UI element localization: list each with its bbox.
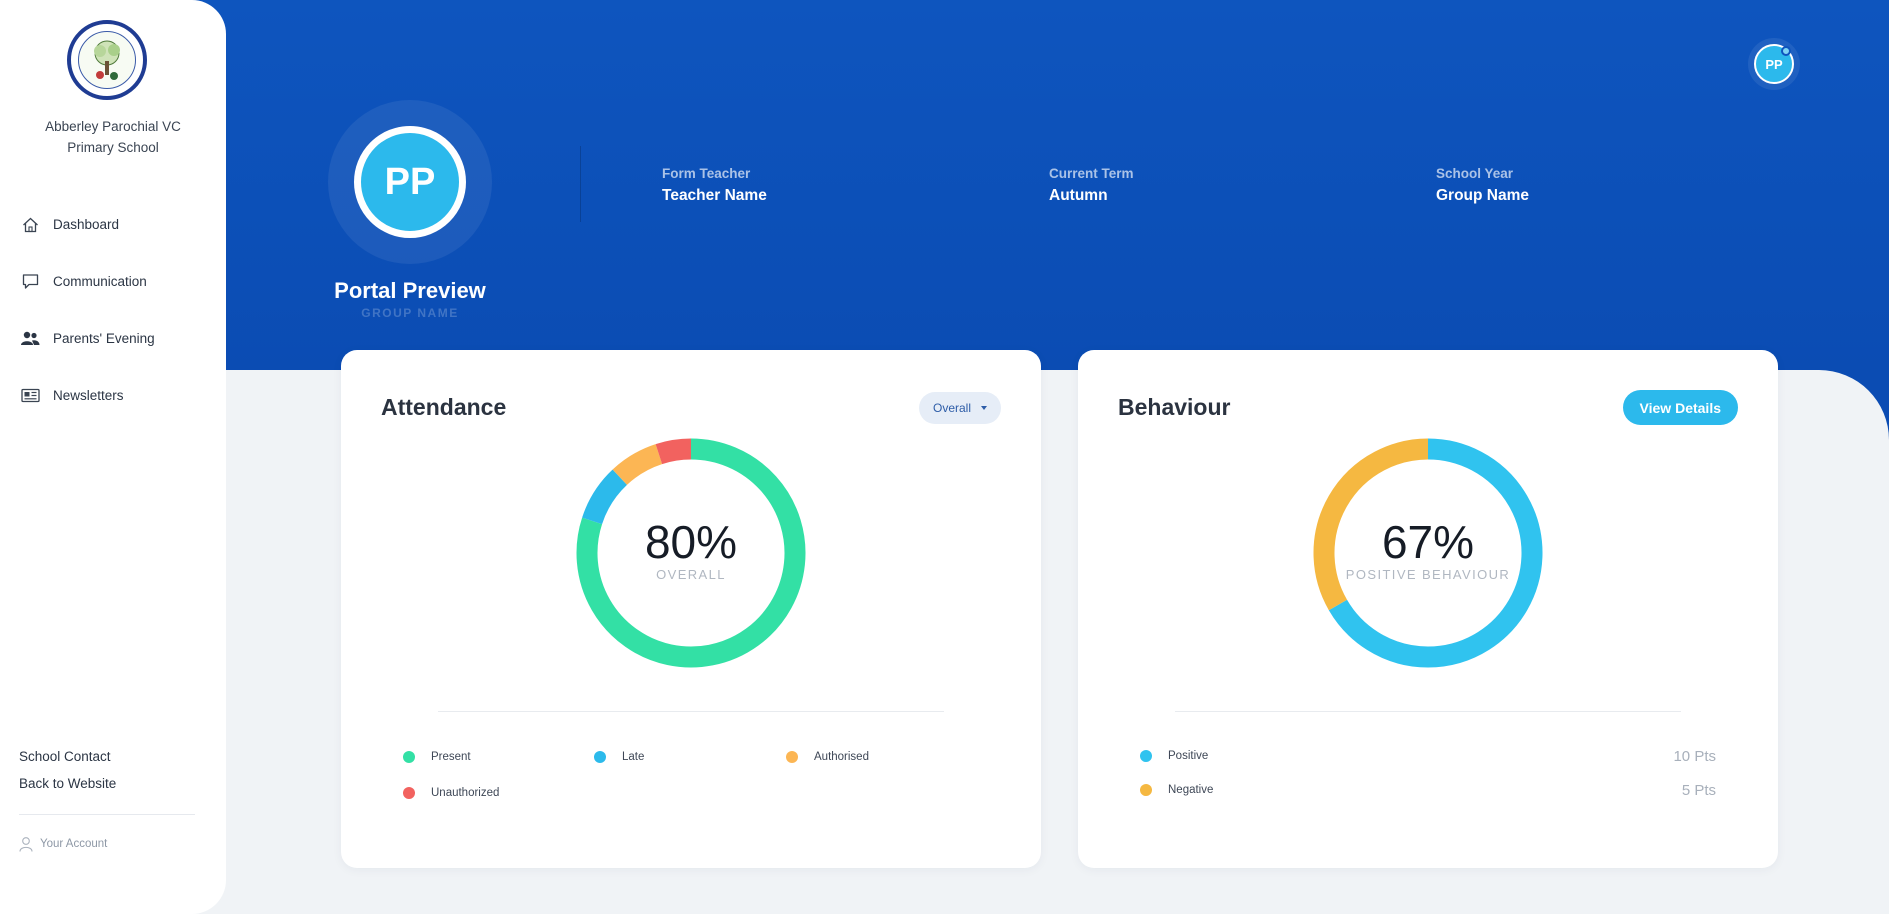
school-name: Abberley Parochial VC Primary School [45,119,181,155]
sidebar-item-label: Newsletters [53,388,124,403]
legend-dot-authorised [786,751,798,763]
profile-avatar: PP [354,126,466,238]
view-details-button[interactable]: View Details [1622,390,1738,425]
legend-dot-positive [1140,750,1152,762]
user-icon [19,836,33,852]
attendance-card: Attendance Overall 80% OVERALL Present L… [341,350,1041,868]
attendance-percentage: 80% [644,516,738,568]
donut-slice-positive [1328,438,1543,668]
behaviour-card: Behaviour View Details 67% POSITIVE BEHA… [1078,350,1778,868]
behaviour-title: Behaviour [1118,394,1231,420]
behaviour-donut-chart [1313,438,1543,668]
sidebar-item-dashboard[interactable]: Dashboard [0,196,226,253]
notification-dot [1781,46,1791,56]
form-teacher-value: Teacher Name [662,187,767,204]
attendance-filter-label: Overall [932,401,971,415]
home-icon [20,215,40,235]
donut-slice-late [582,469,628,525]
header-divider [580,146,581,222]
users-icon [20,329,40,349]
legend-positive-label: Positive [1168,750,1209,762]
sidebar-item-label: Dashboard [53,217,120,232]
school-year-value: Group Name [1436,187,1530,204]
sidebar-divider [19,814,195,815]
legend-late-label: Late [622,751,645,763]
sidebar-item-newsletters[interactable]: Newsletters [0,367,226,424]
profile-name: Portal Preview [334,278,486,303]
donut-slice-negative [1313,438,1429,611]
user-avatar-button[interactable]: PP [1748,38,1800,90]
newspaper-icon [20,386,40,406]
donut-slice-unauthorized [655,438,692,465]
sidebar-item-parents-evening[interactable]: Parents' Evening [0,310,226,367]
legend-authorised: Authorised [786,751,869,763]
current-term-value: Autumn [1049,187,1108,204]
attendance-divider [438,711,944,712]
legend-dot-late [594,751,606,763]
behaviour-divider [1175,711,1681,712]
current-term-info: Current Term Autumn [1049,166,1134,205]
form-teacher-label: Form Teacher [662,166,751,181]
positive-points: 10 Pts [1673,748,1716,765]
legend-present-label: Present [431,751,471,763]
behaviour-percentage: 67% [1381,516,1475,568]
attendance-title: Attendance [381,394,507,420]
header-banner [0,0,1889,370]
legend-unauthorized-label: Unauthorized [431,787,500,799]
legend-late: Late [594,751,644,763]
sidebar-item-label: Parents' Evening [53,331,155,346]
legend-authorised-label: Authorised [814,751,869,763]
sidebar-item-label: Communication [53,274,147,289]
your-account-link[interactable]: Your Account [19,836,107,852]
profile-group: GROUP NAME [361,306,459,320]
back-to-website-link[interactable]: Back to Website [19,776,117,791]
legend-negative-label: Negative [1168,784,1214,796]
sidebar-item-communication[interactable]: Communication [0,253,226,310]
legend-positive: Positive [1140,750,1208,762]
legend-dot-unauthorized [403,787,415,799]
school-contact-link[interactable]: School Contact [19,749,111,764]
negative-points: 5 Pts [1681,782,1716,799]
donut-slice-authorised [612,444,663,486]
legend-dot-present [403,751,415,763]
school-year-info: School Year Group Name [1436,166,1529,205]
legend-negative: Negative [1140,784,1213,796]
profile-avatar-ring: PP [328,100,492,264]
attendance-donut-chart [576,438,806,668]
behaviour-center-label: POSITIVE BEHAVIOUR [1345,567,1511,582]
donut-slice-present [576,438,806,668]
school-year-label: School Year [1436,166,1514,181]
sidebar: Abberley Parochial VC Primary School Das… [0,0,226,914]
form-teacher-info: Form Teacher Teacher Name [662,166,767,205]
crest-tree-icon [78,31,136,89]
legend-unauthorized: Unauthorized [403,787,499,799]
chat-icon [20,272,40,292]
attendance-center-label: OVERALL [656,567,726,582]
your-account-label: Your Account [40,838,108,850]
sidebar-footer-links: School Contact Back to Website [19,747,199,801]
sidebar-nav: Dashboard Communication Parents' Evening… [0,196,226,424]
current-term-label: Current Term [1049,166,1134,181]
legend-present: Present [403,751,471,763]
legend-dot-negative [1140,784,1152,796]
school-crest-icon[interactable] [67,20,147,100]
attendance-filter-dropdown[interactable]: Overall [918,392,1001,424]
chevron-down-icon [981,406,987,410]
